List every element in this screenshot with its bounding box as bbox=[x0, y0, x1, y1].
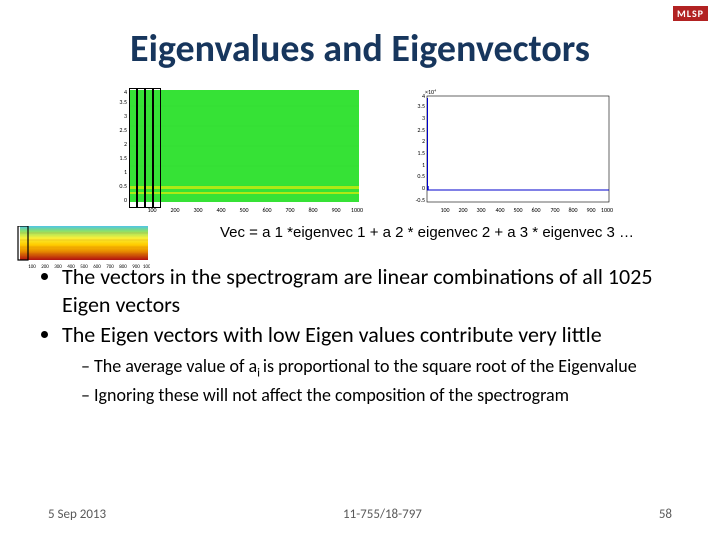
slide-footer: 5 Sep 2013 11-755/18-797 58 bbox=[0, 507, 720, 522]
bullet-list: The vectors in the spectrogram are linea… bbox=[40, 263, 680, 407]
svg-text:3.5: 3.5 bbox=[417, 102, 425, 110]
svg-text:1000: 1000 bbox=[351, 206, 363, 214]
figure-row: 00.51 1.522.5 33.54 100200300 400500600 … bbox=[40, 86, 680, 214]
svg-text:3: 3 bbox=[422, 114, 425, 122]
svg-text:800: 800 bbox=[568, 206, 577, 214]
svg-text:4: 4 bbox=[124, 88, 127, 96]
svg-text:200: 200 bbox=[458, 206, 467, 214]
col-box bbox=[129, 88, 137, 208]
col-box bbox=[137, 88, 145, 208]
svg-text:900: 900 bbox=[132, 264, 140, 270]
svg-text:300: 300 bbox=[54, 264, 62, 270]
svg-text:4: 4 bbox=[422, 92, 425, 100]
svg-text:0.5: 0.5 bbox=[417, 172, 425, 180]
svg-text:700: 700 bbox=[550, 206, 559, 214]
col-box bbox=[145, 88, 153, 208]
svg-text:600: 600 bbox=[93, 264, 101, 270]
sub-text: is proportional to the square root of th… bbox=[263, 355, 637, 377]
eigenvalue-scree-plot: ×10⁴ -0.500.5 11.52 2.533.5 4 100200300 … bbox=[405, 86, 615, 214]
svg-text:600: 600 bbox=[531, 206, 540, 214]
footer-page: 58 bbox=[659, 507, 672, 522]
svg-text:2.5: 2.5 bbox=[119, 126, 127, 134]
svg-text:×10⁴: ×10⁴ bbox=[425, 88, 436, 96]
formula-row: Vec = a 1 *eigenvec 1 + a 2 * eigenvec 2… bbox=[220, 224, 680, 241]
scree-svg: ×10⁴ -0.500.5 11.52 2.533.5 4 100200300 … bbox=[405, 86, 615, 214]
query-column-boxes bbox=[129, 88, 161, 208]
svg-text:800: 800 bbox=[119, 264, 127, 270]
svg-text:100: 100 bbox=[440, 206, 449, 214]
svg-text:700: 700 bbox=[285, 206, 294, 214]
svg-text:1.5: 1.5 bbox=[417, 149, 425, 157]
svg-text:2: 2 bbox=[422, 137, 425, 145]
svg-text:100: 100 bbox=[28, 264, 36, 270]
svg-text:-0.5: -0.5 bbox=[416, 196, 425, 204]
spectrogram-strip: 100200300 400500600 700800900 1000 bbox=[10, 226, 150, 264]
sub-text: Ignoring these will not affect the compo… bbox=[94, 384, 569, 406]
svg-text:900: 900 bbox=[331, 206, 340, 214]
mlsp-logo: MLSP bbox=[673, 6, 708, 21]
strip-svg: 100 200 300 400 500 600 700 800 900 1000 bbox=[10, 226, 150, 270]
svg-text:200: 200 bbox=[170, 206, 179, 214]
svg-text:400: 400 bbox=[495, 206, 504, 214]
svg-text:0: 0 bbox=[124, 196, 127, 204]
svg-text:300: 300 bbox=[193, 206, 202, 214]
svg-text:900: 900 bbox=[586, 206, 595, 214]
slide: MLSP Eigenvalues and Eigenvectors 00.51 … bbox=[0, 0, 720, 540]
footer-date: 5 Sep 2013 bbox=[48, 507, 106, 522]
svg-text:0.5: 0.5 bbox=[119, 182, 127, 190]
svg-text:1000: 1000 bbox=[143, 264, 150, 270]
decomposition-formula: Vec = a 1 *eigenvec 1 + a 2 * eigenvec 2… bbox=[220, 224, 634, 241]
svg-text:2: 2 bbox=[124, 140, 127, 148]
sub-bullet-list: The average value of ai is proportional … bbox=[62, 355, 680, 407]
svg-text:200: 200 bbox=[41, 264, 49, 270]
svg-text:800: 800 bbox=[308, 206, 317, 214]
svg-text:1.5: 1.5 bbox=[119, 154, 127, 162]
svg-text:400: 400 bbox=[67, 264, 75, 270]
svg-text:600: 600 bbox=[262, 206, 271, 214]
svg-text:500: 500 bbox=[239, 206, 248, 214]
svg-text:1: 1 bbox=[422, 161, 425, 169]
svg-text:3.5: 3.5 bbox=[119, 98, 127, 106]
col-box bbox=[153, 88, 161, 208]
sub-text: The average value of a bbox=[94, 355, 257, 377]
logo-box: MLSP bbox=[673, 6, 708, 21]
svg-text:2.5: 2.5 bbox=[417, 126, 425, 134]
slide-title: Eigenvalues and Eigenvectors bbox=[40, 26, 680, 72]
svg-text:1: 1 bbox=[124, 168, 127, 176]
svg-text:0: 0 bbox=[422, 184, 425, 192]
svg-text:500: 500 bbox=[513, 206, 522, 214]
eigenvector-heatmap: 00.51 1.522.5 33.54 100200300 400500600 … bbox=[105, 86, 365, 214]
sub-bullet-item: The average value of ai is proportional … bbox=[94, 355, 680, 382]
svg-text:300: 300 bbox=[476, 206, 485, 214]
footer-course: 11-755/18-797 bbox=[343, 507, 422, 522]
svg-text:700: 700 bbox=[106, 264, 114, 270]
svg-text:500: 500 bbox=[80, 264, 88, 270]
svg-text:3: 3 bbox=[124, 112, 127, 120]
svg-text:400: 400 bbox=[216, 206, 225, 214]
sub-bullet-item: Ignoring these will not affect the compo… bbox=[94, 384, 680, 407]
bullet-item: The vectors in the spectrogram are linea… bbox=[62, 263, 680, 319]
bullet-item: The Eigen vectors with low Eigen values … bbox=[62, 321, 680, 349]
svg-text:1000: 1000 bbox=[601, 206, 613, 214]
